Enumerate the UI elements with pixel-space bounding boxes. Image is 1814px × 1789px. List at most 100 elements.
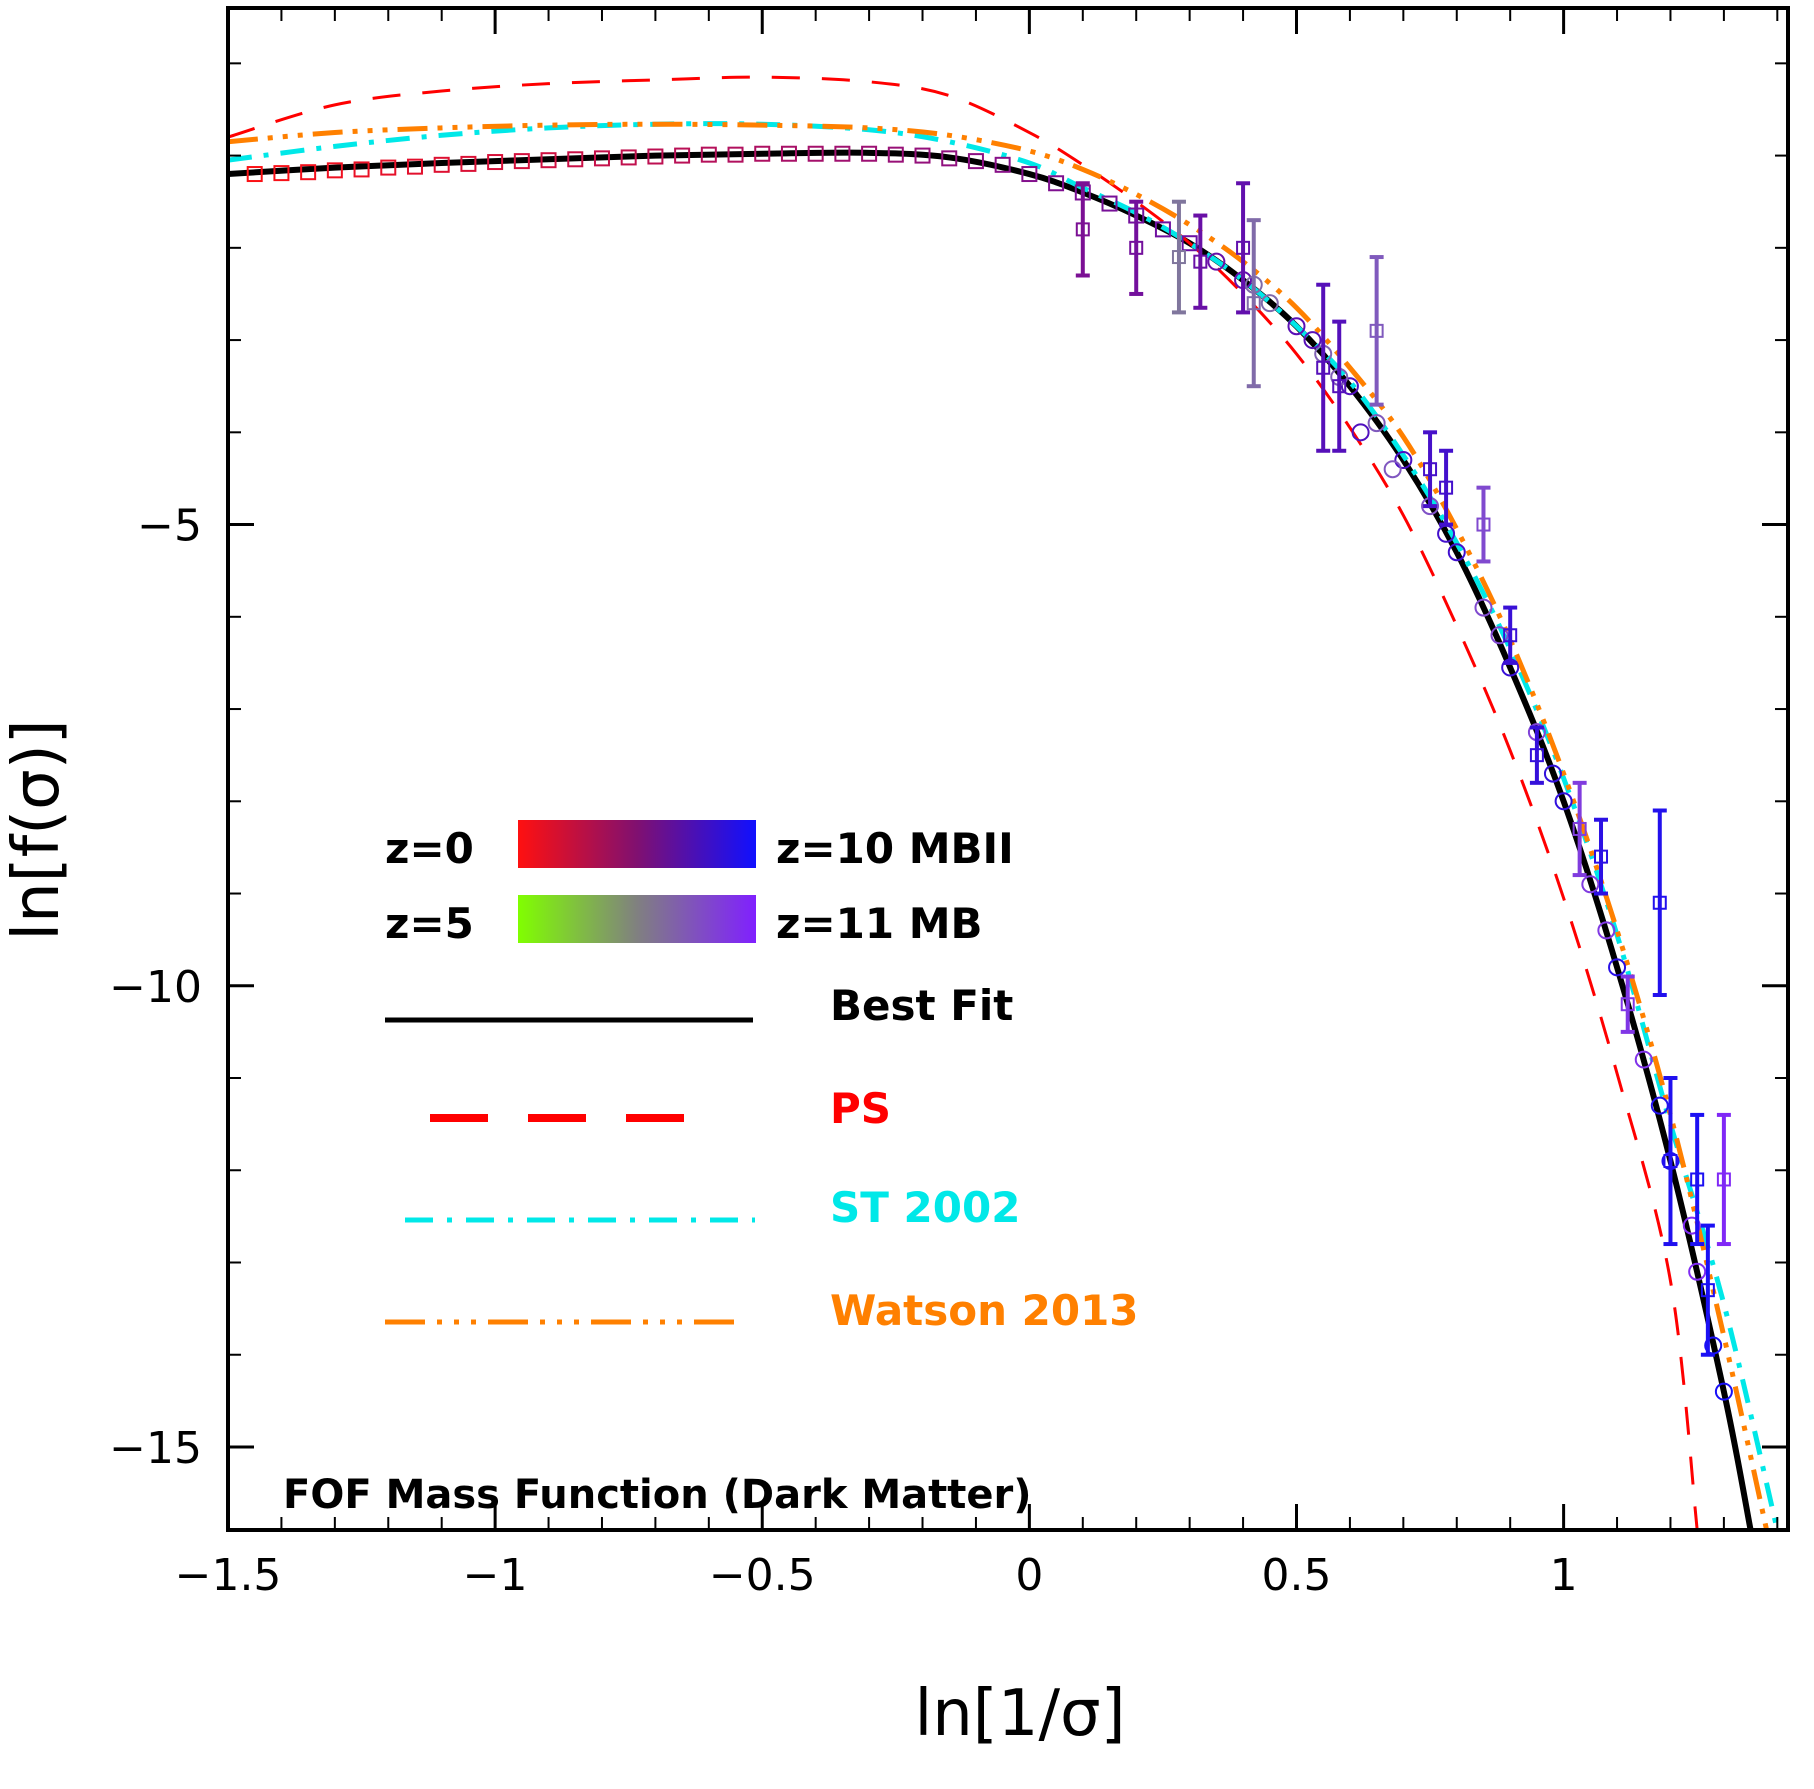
data-point-square: [807, 145, 824, 162]
chart-annotation: FOF Mass Function (Dark Matter): [283, 1472, 1032, 1518]
data-point-square: [513, 153, 530, 170]
data-point-circle: [1260, 294, 1279, 313]
x-tick-label: 0: [1015, 1550, 1043, 1601]
data-point-square: [1021, 166, 1038, 183]
data-point-circle: [1597, 921, 1616, 940]
y-tick-label: −5: [137, 501, 202, 552]
data-point-circle: [1287, 317, 1306, 336]
legend-gradient1-swatch: [518, 820, 756, 868]
data-point-square: [994, 156, 1011, 173]
series-line-ps: [228, 75, 1699, 1530]
data-point-circle: [1383, 460, 1402, 479]
data-point-square: [326, 162, 343, 179]
legend-gradient2-left: z=5: [385, 899, 474, 948]
legend: z=0 z=10 MBII z=5 z=11 MB Best Fit PS ST…: [385, 820, 1139, 1335]
error-point-marker: [1423, 462, 1438, 477]
data-point-circle: [1543, 764, 1562, 783]
y-tick-label: −10: [109, 962, 202, 1013]
data-point-circle: [1714, 1382, 1733, 1401]
y-axis-title: ln[f(σ)]: [0, 719, 74, 940]
data-point-square: [406, 158, 423, 175]
legend-gradient1-left: z=0: [385, 824, 474, 873]
error-point-marker: [1476, 517, 1491, 532]
error-point-marker: [1236, 240, 1251, 255]
error-point-marker: [1316, 360, 1331, 375]
data-point-circle: [1581, 875, 1600, 894]
data-point-circle: [1688, 1262, 1707, 1281]
error-point-marker: [1075, 222, 1090, 237]
data-point-circle: [1447, 543, 1466, 562]
x-tick-label: 0.5: [1262, 1550, 1332, 1601]
error-point-marker: [1572, 821, 1587, 836]
x-tick-label: 1: [1550, 1550, 1578, 1601]
data-point-circle: [1650, 1096, 1669, 1115]
error-point-marker: [1246, 296, 1261, 311]
data-point-square: [914, 147, 931, 164]
error-point-marker: [1369, 323, 1384, 338]
data-point-circle: [1554, 792, 1573, 811]
data-point-circle: [1608, 958, 1627, 977]
data-point-square: [1101, 195, 1118, 212]
error-point-marker: [1620, 997, 1635, 1012]
error-point-marker: [1171, 250, 1186, 265]
error-point-marker: [1503, 628, 1518, 643]
data-point-square: [647, 148, 664, 165]
data-point-square: [246, 166, 263, 183]
data-point-circle: [1474, 598, 1493, 617]
axis-ticks: −1.5 −1 −0.5 0 0.5 1 −5 −10 −15: [109, 8, 1788, 1601]
data-point-square: [593, 150, 610, 167]
series-line-st-2002: [228, 121, 1780, 1530]
data-point-square: [353, 161, 370, 178]
legend-bestfit-label: Best Fit: [830, 981, 1013, 1030]
error-point-marker: [1332, 379, 1347, 394]
data-point-circle: [1367, 414, 1386, 433]
x-tick-label: −0.5: [709, 1550, 816, 1601]
error-point-marker: [1439, 480, 1454, 495]
data-point-square: [1048, 175, 1065, 192]
data-point-square: [273, 165, 290, 182]
data-point-square: [941, 150, 958, 167]
plot-frame: [226, 6, 1790, 1532]
data-point-square: [861, 145, 878, 162]
data-point-square: [967, 153, 984, 170]
data-point-square: [834, 145, 851, 162]
error-point-marker: [1193, 254, 1208, 269]
data-point-circle: [1634, 1050, 1653, 1069]
legend-ps-label: PS: [830, 1084, 891, 1133]
x-tick-label: −1: [463, 1550, 528, 1601]
error-point-marker: [1700, 1283, 1715, 1298]
x-axis-title: ln[1/σ]: [914, 1677, 1125, 1751]
data-point-circle: [1340, 377, 1359, 396]
data-point-square: [460, 155, 477, 172]
data-point-square: [567, 151, 584, 168]
data-point-square: [1181, 235, 1198, 252]
error-point-marker: [1652, 895, 1667, 910]
legend-watson-label: Watson 2013: [830, 1286, 1139, 1335]
x-tick-label: −1.5: [175, 1550, 282, 1601]
error-bars: [1075, 181, 1731, 1357]
data-point-circle: [1351, 423, 1370, 442]
data-point-square: [620, 149, 637, 166]
data-point-square: [780, 145, 797, 162]
y-tick-label: −15: [109, 1423, 202, 1474]
error-point-marker: [1129, 240, 1144, 255]
legend-st-label: ST 2002: [830, 1183, 1020, 1232]
legend-gradient1-right: z=10 MBII: [776, 824, 1014, 873]
data-point-circle: [1394, 450, 1413, 469]
data-point-circle: [1303, 331, 1322, 350]
data-point-circle: [1682, 1216, 1701, 1235]
data-point-circle: [1207, 252, 1226, 271]
data-point-square: [674, 147, 691, 164]
error-point-marker: [1529, 748, 1544, 763]
data-point-square: [540, 152, 557, 169]
legend-gradient2-swatch: [518, 895, 756, 943]
data-point-square: [433, 156, 450, 173]
error-point-marker: [1690, 1172, 1705, 1187]
data-point-square: [487, 154, 504, 171]
data-point-square: [727, 146, 744, 163]
error-point-marker: [1663, 1154, 1678, 1169]
legend-gradient2-right: z=11 MB: [776, 899, 983, 948]
error-point-marker: [1594, 849, 1609, 864]
error-point-marker: [1716, 1172, 1731, 1187]
